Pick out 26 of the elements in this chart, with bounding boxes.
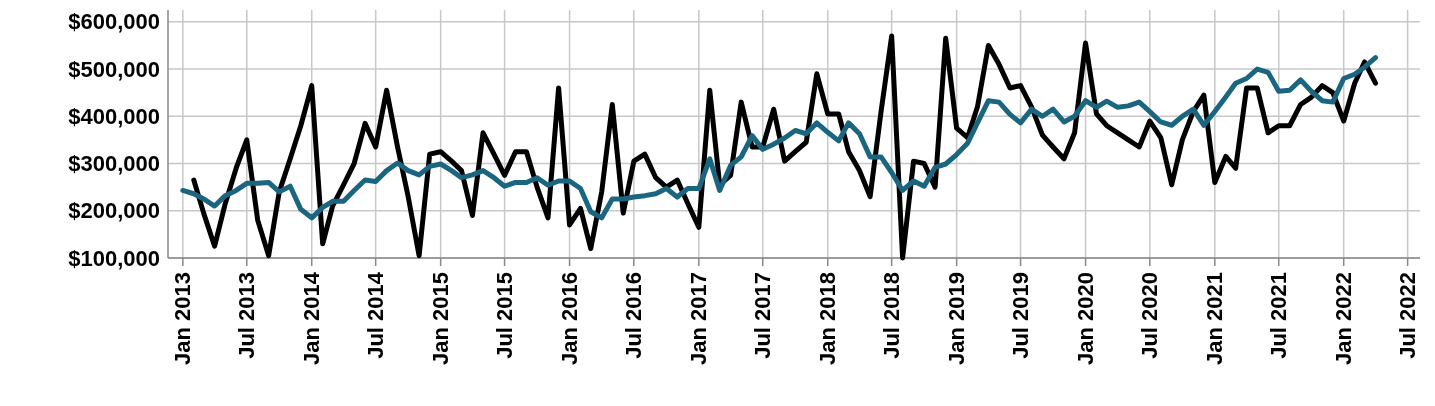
x-tick-label: Jul 2020 [1137, 272, 1163, 359]
y-tick-label: $300,000 [68, 151, 160, 177]
y-tick-label: $500,000 [68, 56, 160, 82]
x-tick-label: Jan 2019 [944, 272, 970, 365]
x-tick-label: Jan 2022 [1331, 272, 1357, 365]
x-tick-label: Jan 2016 [557, 272, 583, 365]
x-tick-label: Jul 2016 [621, 272, 647, 359]
x-tick-label: Jan 2013 [170, 272, 196, 365]
x-tick-label: Jul 2017 [750, 272, 776, 359]
x-tick-label: Jan 2014 [299, 271, 325, 365]
y-tick-label: $100,000 [68, 245, 160, 271]
x-tick-label: Jan 2017 [686, 272, 712, 365]
y-tick-label: $200,000 [68, 198, 160, 224]
x-tick-label: Jul 2019 [1008, 272, 1034, 359]
x-tick-label: Jan 2018 [815, 272, 841, 365]
x-tick-label: Jan 2021 [1202, 272, 1228, 365]
x-tick-label: Jul 2022 [1395, 272, 1421, 359]
x-tick-label: Jul 2015 [492, 272, 518, 359]
x-tick-label: Jan 2015 [428, 272, 454, 365]
x-tick-label: Jul 2021 [1266, 272, 1292, 359]
y-tick-label: $600,000 [68, 9, 160, 35]
x-tick-label: Jan 2020 [1073, 272, 1099, 365]
x-tick-label: Jul 2013 [234, 272, 260, 359]
y-tick-label: $400,000 [68, 103, 160, 129]
x-tick-label: Jul 2014 [363, 271, 389, 359]
x-tick-label: Jul 2018 [879, 272, 905, 359]
